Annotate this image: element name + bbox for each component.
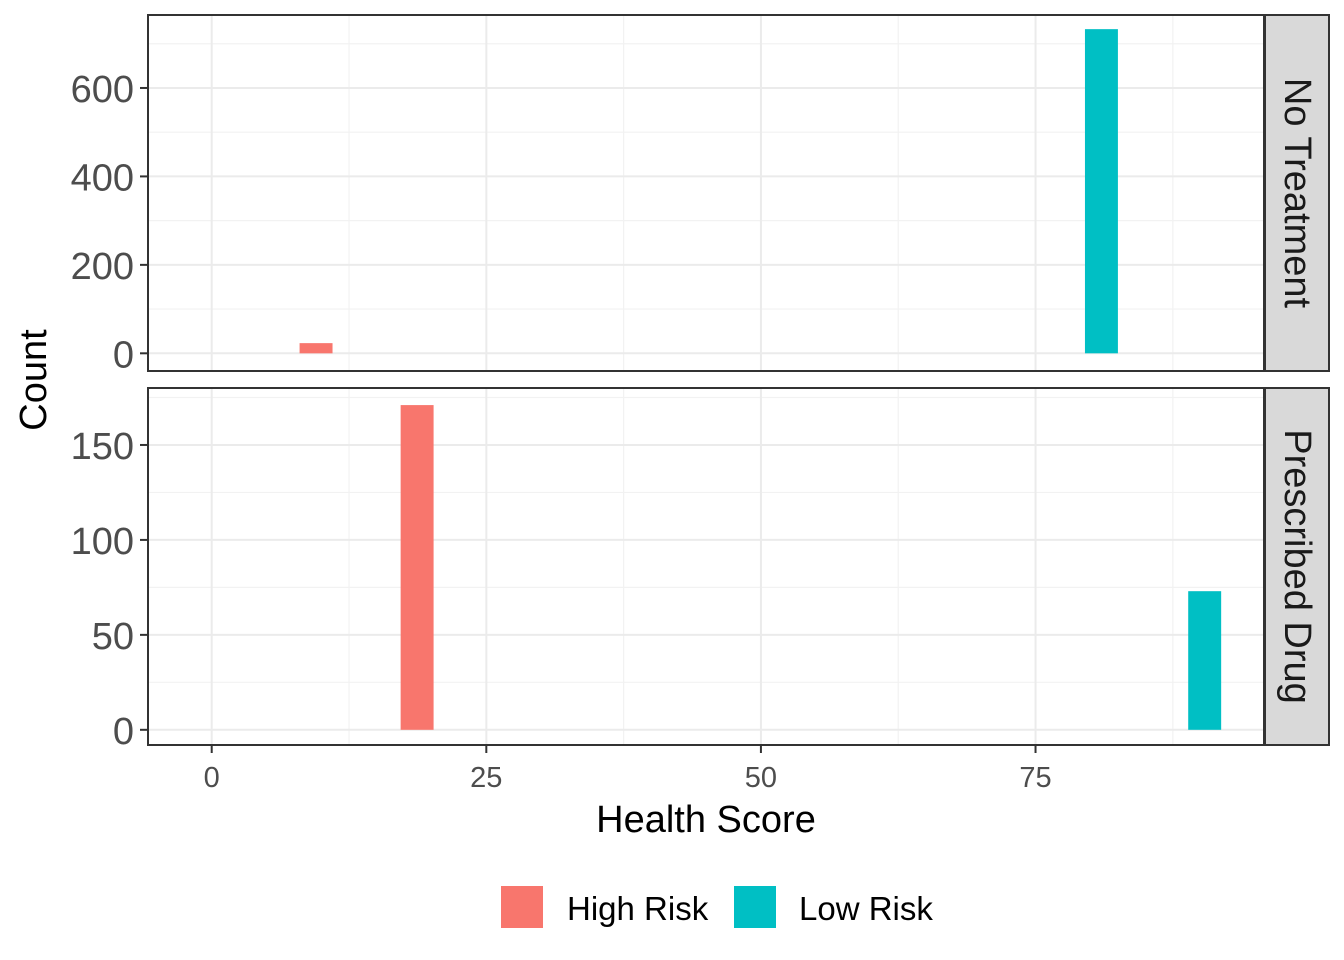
panel-background: [148, 388, 1264, 745]
y-tick-label: 400: [71, 157, 134, 199]
bar-low-risk: [1188, 591, 1222, 730]
facet-strip: [1264, 387, 1330, 746]
legend-key-low-risk: [734, 886, 776, 928]
y-tick-label: 50: [92, 616, 134, 658]
facet-panel-2: 0 50 100 150 Prescribed Drug: [71, 387, 1330, 753]
x-axis-title: Health Score: [596, 799, 816, 841]
y-axis-title: Count: [13, 329, 55, 431]
x-tick-label: 25: [470, 762, 502, 794]
bar-high-risk: [299, 343, 333, 354]
facet-panel-1: 0 200 400 600 No Treatment: [71, 14, 1330, 376]
x-tick-label: 75: [1019, 762, 1051, 794]
x-tick-label: 50: [745, 762, 777, 794]
y-tick-label: 100: [71, 521, 134, 563]
panel-background: [148, 15, 1264, 371]
y-tick-label: 200: [71, 246, 134, 288]
legend-label: High Risk: [567, 890, 709, 927]
legend-key-high-risk: [501, 886, 543, 928]
y-tick-label: 600: [71, 69, 134, 111]
facet-strip-label: No Treatment: [1276, 78, 1318, 309]
legend: High Risk Low Risk: [501, 886, 933, 928]
y-tick-label: 0: [113, 711, 134, 753]
facet-strip: [1264, 14, 1330, 372]
x-tick-label: 0: [204, 762, 220, 794]
facet-strip-label: Prescribed Drug: [1276, 429, 1318, 704]
y-tick-label: 0: [113, 334, 134, 376]
legend-label: Low Risk: [799, 890, 933, 927]
x-axis: 0 25 50 75: [204, 745, 1052, 794]
bar-high-risk: [400, 405, 434, 730]
chart-panels: 0 200 400 600 No Treatment 0 50 100 150 Prescribe…: [71, 14, 1330, 753]
y-tick-label: 150: [71, 426, 134, 468]
bar-low-risk: [1084, 29, 1118, 354]
